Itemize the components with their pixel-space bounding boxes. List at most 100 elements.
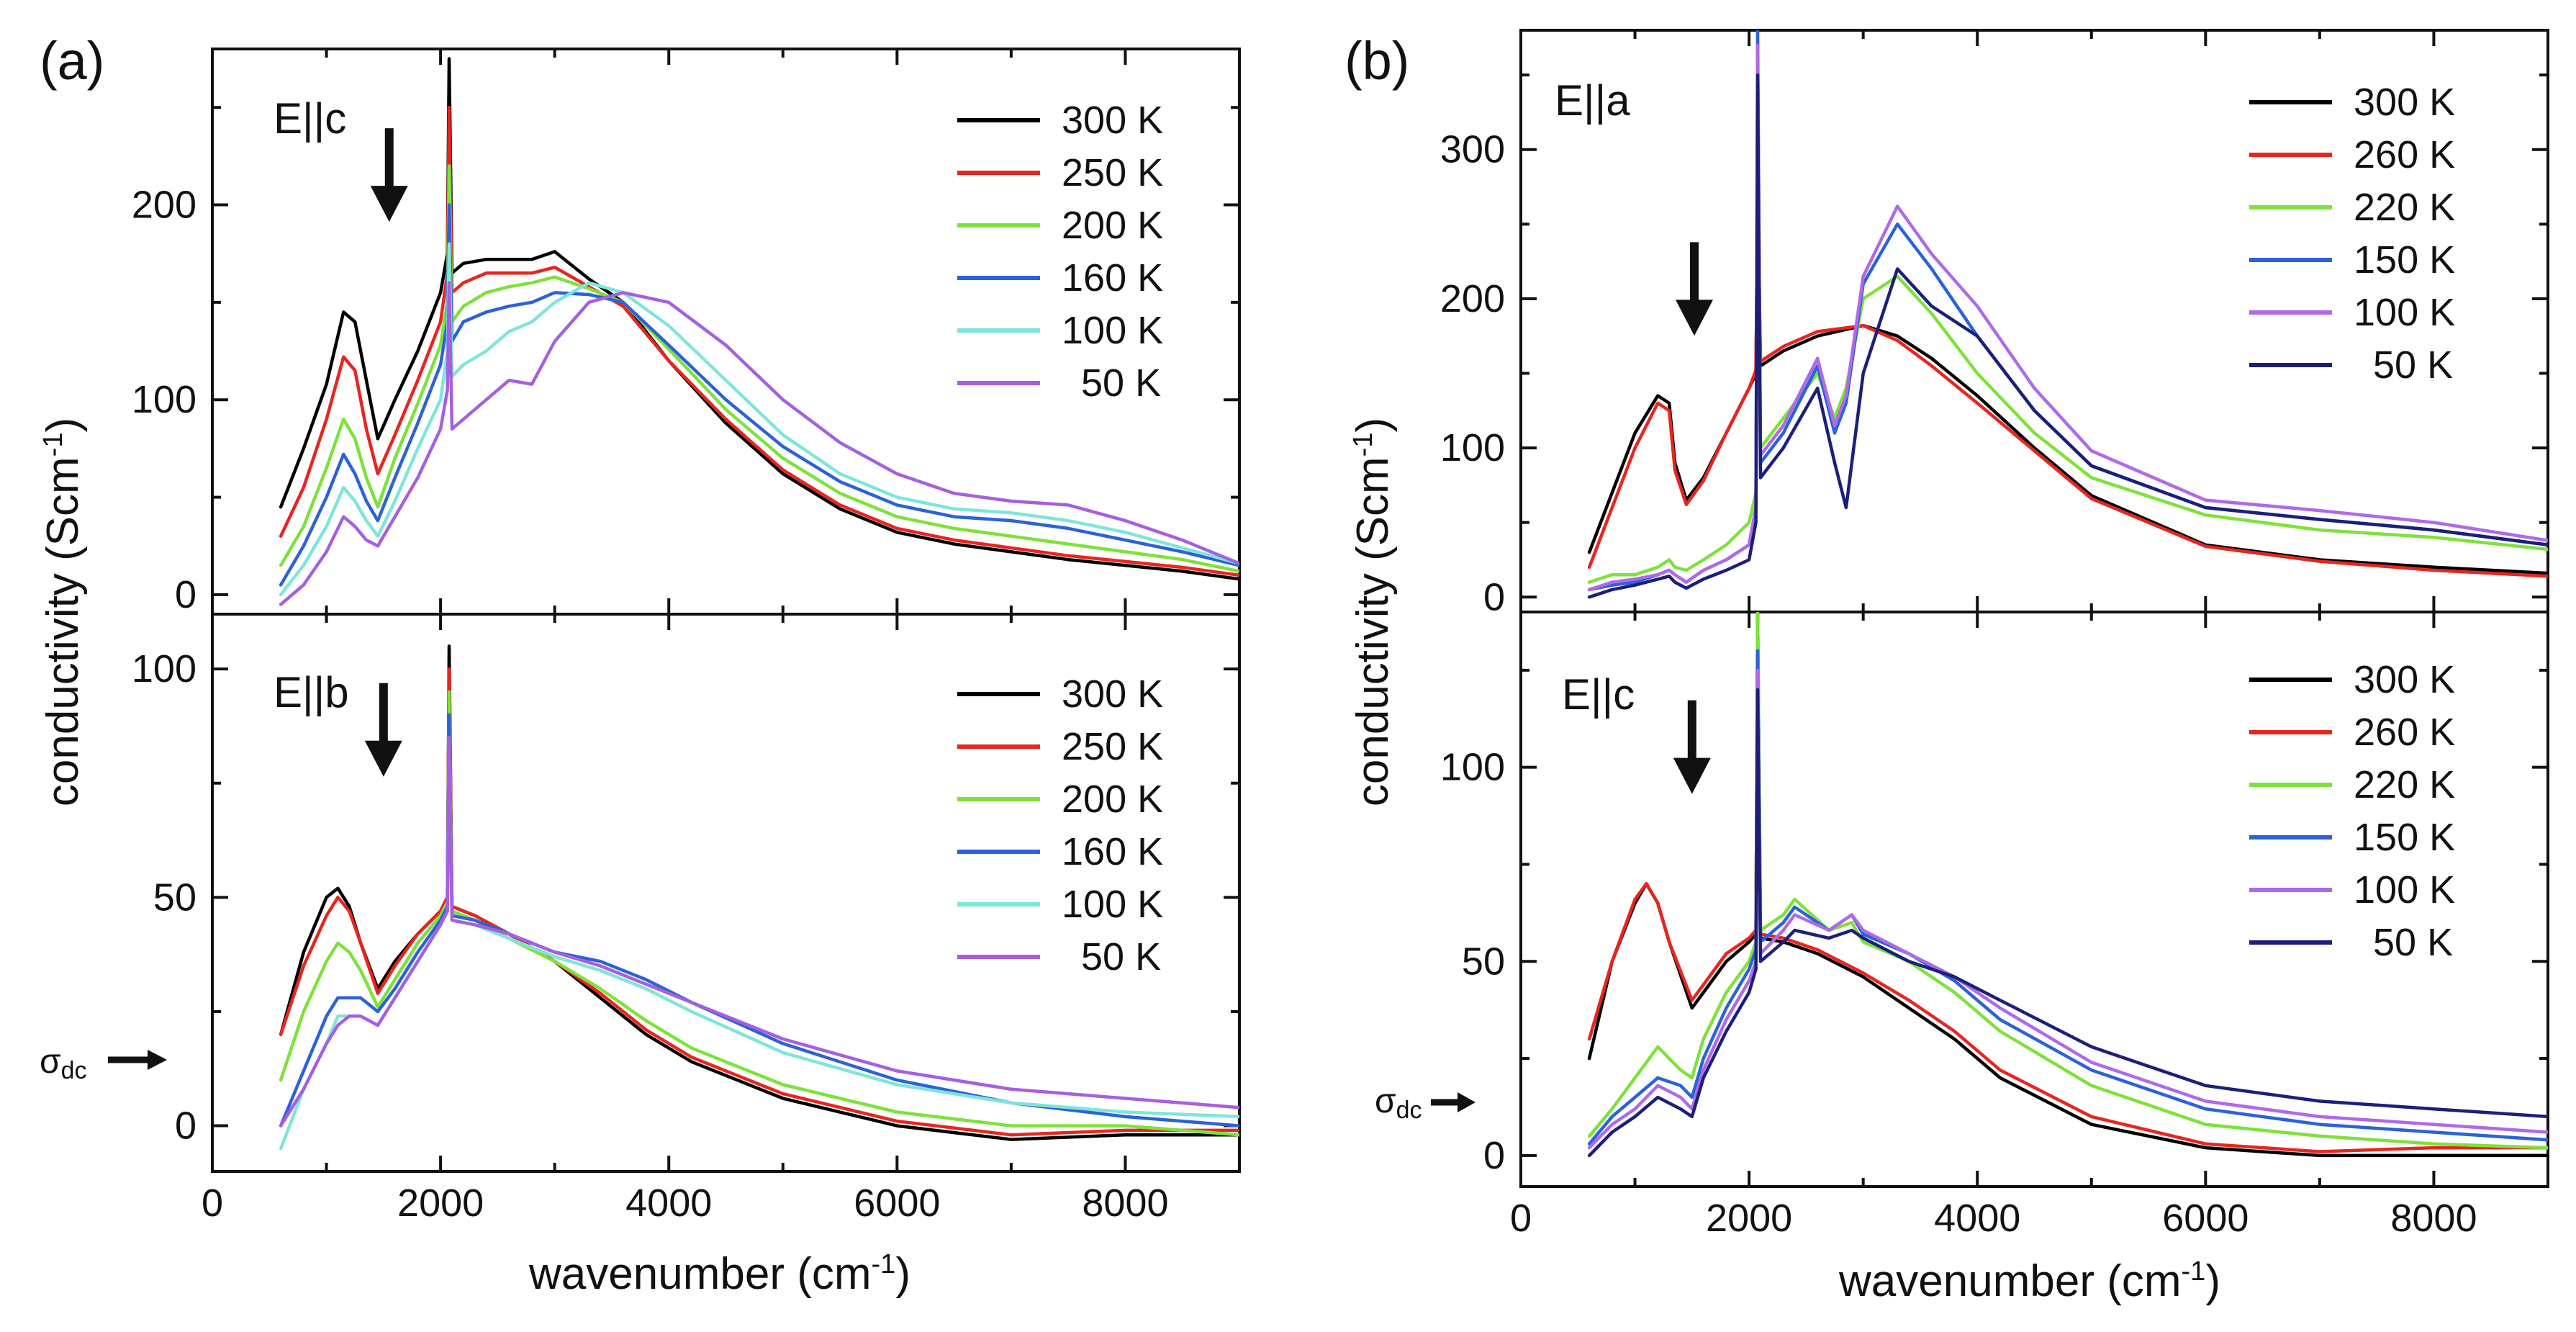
series-line-200k xyxy=(279,164,1239,573)
y-tick-label: 0 xyxy=(1483,1134,1505,1177)
x-tick-label: 4000 xyxy=(625,1182,712,1225)
x-tick-label: 2000 xyxy=(397,1182,484,1225)
subplot-b-top: 0 100 200 300 E||a 300 K 260 K 220 K 150 K 100 K … xyxy=(1440,29,2549,618)
legend-label: 200 K xyxy=(1062,778,1163,821)
series-line-100k xyxy=(1587,668,2548,1150)
legend-label: 50 K xyxy=(1062,935,1161,978)
panel-a-xlabel: wavenumber (cm-1) xyxy=(528,1249,910,1299)
x-tick-label: 6000 xyxy=(2162,1197,2249,1240)
x-tick-label: 0 xyxy=(202,1182,223,1225)
legend: 300 K 250 K 200 K 160 K 100 K 50 K xyxy=(957,672,1163,978)
plot-frame xyxy=(1519,611,2549,1188)
legend-label: 260 K xyxy=(2354,711,2455,754)
legend-label: 300 K xyxy=(2354,81,2455,124)
legend-label: 50 K xyxy=(2354,343,2453,387)
feature-arrow-head xyxy=(1673,757,1711,794)
feature-arrow-head xyxy=(1676,300,1714,336)
y-tick-label: 50 xyxy=(153,876,196,919)
legend-label: 160 K xyxy=(1062,830,1163,873)
y-tick-label: 100 xyxy=(132,378,196,421)
y-tick-label: 100 xyxy=(1440,746,1505,789)
legend-label: 100 K xyxy=(1062,883,1163,926)
legend-label: 150 K xyxy=(2354,816,2455,859)
panel-b-ylabel: conductivity (Scm-1) xyxy=(1348,418,1398,806)
legend-label: 100 K xyxy=(1062,309,1163,352)
series-line-220k xyxy=(1587,612,2548,1150)
legend-label: 160 K xyxy=(1062,256,1163,300)
sigma-dc-label: σdc xyxy=(40,1043,87,1084)
x-tick-label: 4000 xyxy=(1934,1197,2020,1240)
series-line-300k xyxy=(279,57,1239,581)
feature-arrow-head xyxy=(364,740,402,777)
y-tick-label: 0 xyxy=(175,573,196,616)
legend: 300 K 260 K 220 K 150 K 100 K 50 K xyxy=(2249,658,2455,964)
polarization-label: E||a xyxy=(1555,76,1630,125)
series-line-100k xyxy=(279,242,1239,597)
subplot-b-bottom: 0 50 100 0 2000 4000 6000 8000 E||c 300 K 260 K 220… xyxy=(1440,611,2549,1240)
feature-arrow xyxy=(364,683,402,777)
x-tick-label: 6000 xyxy=(854,1182,940,1225)
legend-label: 260 K xyxy=(2354,133,2455,176)
panel-b-xlabel: wavenumber (cm-1) xyxy=(1838,1256,2220,1306)
legend-label: 300 K xyxy=(2354,658,2455,701)
feature-arrow-head xyxy=(370,186,408,222)
feature-arrow xyxy=(1673,700,1711,794)
legend-label: 150 K xyxy=(2354,238,2455,282)
series-group xyxy=(279,57,1239,606)
subplot-a-bottom: 0 50 100 0 2000 4000 6000 8000 E||b 300 K 250 K 200… xyxy=(132,613,1241,1225)
series-line-160k xyxy=(279,203,1239,587)
legend: 300 K 260 K 220 K 150 K 100 K 50 K xyxy=(2249,81,2455,387)
x-tick-label: 2000 xyxy=(1706,1197,1792,1240)
series-line-150k xyxy=(1587,649,2548,1146)
panel-a-letter: (a) xyxy=(40,31,104,91)
series-line-50k xyxy=(1587,688,2548,1158)
x-tick-label: 0 xyxy=(1510,1197,1532,1240)
y-tick-label: 200 xyxy=(132,184,196,227)
x-tick-label: 8000 xyxy=(1082,1182,1168,1225)
legend: 300 K 250 K 200 K 160 K 100 K 50 K xyxy=(957,99,1163,405)
series-group xyxy=(279,644,1239,1151)
legend-label: 250 K xyxy=(1062,151,1163,194)
series-group xyxy=(1587,30,2548,599)
subplot-a-top: 0 100 200 E||c 300 K 250 K 200 K 160 K 100 K 50 … xyxy=(132,48,1241,616)
legend-label: 220 K xyxy=(2354,763,2455,806)
y-tick-label: 0 xyxy=(175,1104,196,1148)
y-tick-label: 100 xyxy=(1440,426,1505,469)
y-tick-label: 200 xyxy=(1440,277,1505,320)
series-line-220k xyxy=(1587,222,2548,584)
polarization-label: E||c xyxy=(274,94,346,143)
feature-arrow xyxy=(1676,242,1714,336)
legend-label: 250 K xyxy=(1062,725,1163,768)
legend-label: 300 K xyxy=(1062,99,1163,142)
sigma-dc-arrow-head xyxy=(148,1050,167,1070)
sigma-dc-marker-a: σdc xyxy=(40,1043,167,1084)
y-tick-label: 0 xyxy=(1483,575,1505,618)
sigma-dc-label: σdc xyxy=(1375,1082,1422,1124)
polarization-label: E||c xyxy=(1562,670,1635,719)
y-tick-label: 50 xyxy=(1462,940,1505,983)
series-line-50k xyxy=(279,281,1239,606)
sigma-dc-arrow-head xyxy=(1458,1092,1475,1112)
series-line-50k xyxy=(279,736,1239,1128)
series-line-250k xyxy=(279,105,1239,577)
panel-a-ylabel: conductivity (Scm-1) xyxy=(38,418,88,806)
series-line-100k xyxy=(1587,43,2548,592)
legend-label: 50 K xyxy=(2354,921,2453,964)
y-tick-label: 100 xyxy=(132,647,196,690)
feature-arrow xyxy=(370,128,408,222)
polarization-label: E||b xyxy=(274,668,349,716)
series-group xyxy=(1587,612,2548,1158)
legend-label: 50 K xyxy=(1062,361,1161,405)
series-line-50k xyxy=(1587,73,2548,599)
panel-a: (a) conductivity (Scm-1) wavenumber (cm-… xyxy=(38,31,910,1299)
legend-label: 200 K xyxy=(1062,204,1163,247)
panel-b-letter: (b) xyxy=(1345,31,1409,91)
legend-label: 100 K xyxy=(2354,868,2455,912)
legend-label: 220 K xyxy=(2354,186,2455,229)
x-tick-label: 8000 xyxy=(2390,1197,2477,1240)
legend-label: 100 K xyxy=(2354,291,2455,334)
plot-frame xyxy=(211,613,1241,1173)
sigma-dc-marker-b: σdc xyxy=(1375,1082,1475,1124)
y-tick-label: 300 xyxy=(1440,128,1505,171)
